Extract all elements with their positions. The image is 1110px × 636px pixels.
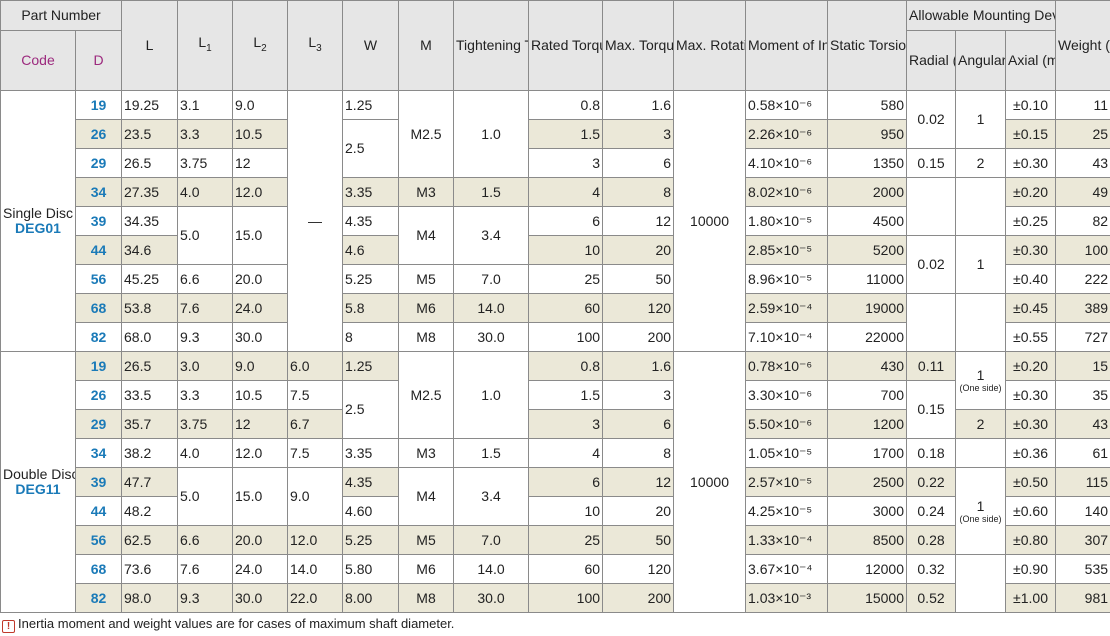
col-tightening-torque: Tightening Torque (N·m) — [453, 0, 530, 91]
col-radial: Radial (mm) — [906, 30, 957, 91]
table-row: 44 48.2 4.60 10 20 4.25×10⁻⁵ 3000 0.24 ±… — [1, 496, 1110, 526]
group-double-disc: Double Disc DEG11 — [0, 351, 76, 613]
col-rigidity: Static Torsional Rigidity (N·m/rad) — [827, 0, 908, 91]
col-code: Code — [0, 30, 76, 91]
table-row: 82 68.0 9.3 30.0 8 M8 30.0 100 200 7.10×… — [1, 322, 1110, 352]
col-max-torque: Max. Torque (N·m) — [602, 0, 675, 91]
double-disc-body: Double Disc DEG11 19 26.5 3.0 9.0 6.0 1.… — [0, 351, 1110, 613]
table-row: 56 62.5 6.6 20.0 12.0 5.25 M5 7.0 25 50 … — [0, 525, 1110, 555]
table-row: 82 98.0 9.3 30.0 22.0 8.00 M8 30.0 100 2… — [0, 583, 1110, 613]
col-inertia: Moment of Inertia (kg·m²) — [745, 0, 829, 91]
col-weight: Weight (g) — [1055, 0, 1110, 91]
table-row: 44 34.6 4.6 10 20 2.85×10⁻⁵ 5200 0.02 1 … — [0, 235, 1110, 294]
col-d: D — [74, 30, 123, 91]
table-row: 56 45.25 6.6 20.0 5.25 M5 7.0 25 50 8.96… — [1, 264, 1110, 294]
table-row: 26 33.5 3.3 10.5 7.5 2.5 1.5 3 3.30×10⁻⁶… — [1, 380, 1110, 439]
spec-table: Part Number L L1 L2 L3 W M Tightening To… — [0, 0, 1110, 613]
table-row: 68 53.8 7.6 24.0 5.8 M6 14.0 60 120 2.59… — [0, 293, 1110, 352]
table-row: 34 38.2 4.0 12.0 7.5 3.35 M3 1.5 4 8 1.0… — [1, 438, 1110, 468]
table-row: 68 73.6 7.6 24.0 14.0 5.80 M6 14.0 60 12… — [1, 554, 1110, 613]
footnote: ! Inertia moment and weight values are fo… — [0, 616, 1110, 633]
col-rated-torque: Rated Torque (N·m) — [528, 0, 604, 91]
col-M: M — [398, 0, 455, 91]
col-angular: Angular (°) — [955, 30, 1007, 91]
group-single-disc: Single Disc DEG01 — [0, 90, 76, 352]
col-max-speed: Max. Rotational Speed (r/min) — [673, 0, 747, 91]
col-L3: L3 — [287, 0, 344, 91]
table-row: Double Disc DEG11 19 26.5 3.0 9.0 6.0 1.… — [0, 351, 1110, 613]
table-row: 29 26.5 3.75 12 3 6 4.10×10⁻⁶ 1350 0.15 … — [1, 148, 1110, 178]
part-number-header: Part Number — [0, 0, 123, 31]
col-W: W — [342, 0, 400, 91]
col-L: L — [121, 0, 179, 91]
table-row: 34 27.35 4.0 12.0 3.35 M3 1.5 4 8 8.02×1… — [0, 177, 1110, 236]
col-L2: L2 — [232, 0, 289, 91]
table-row: 39 47.7 5.0 15.0 9.0 4.35 M4 3.4 6 12 2.… — [0, 467, 1110, 555]
footnote-text: Inertia moment and weight values are for… — [18, 616, 455, 631]
col-L1: L1 — [177, 0, 234, 91]
exclamation-icon: ! — [2, 620, 15, 633]
col-deviation: Allowable Mounting Deviation — [906, 0, 1057, 31]
single-disc-body: Single Disc DEG01 19 19.25 3.1 9.0 — 1.2… — [0, 90, 1110, 352]
table-row: Single Disc DEG01 19 19.25 3.1 9.0 — 1.2… — [0, 90, 1110, 352]
col-axial: Axial (mm) — [1005, 30, 1057, 91]
